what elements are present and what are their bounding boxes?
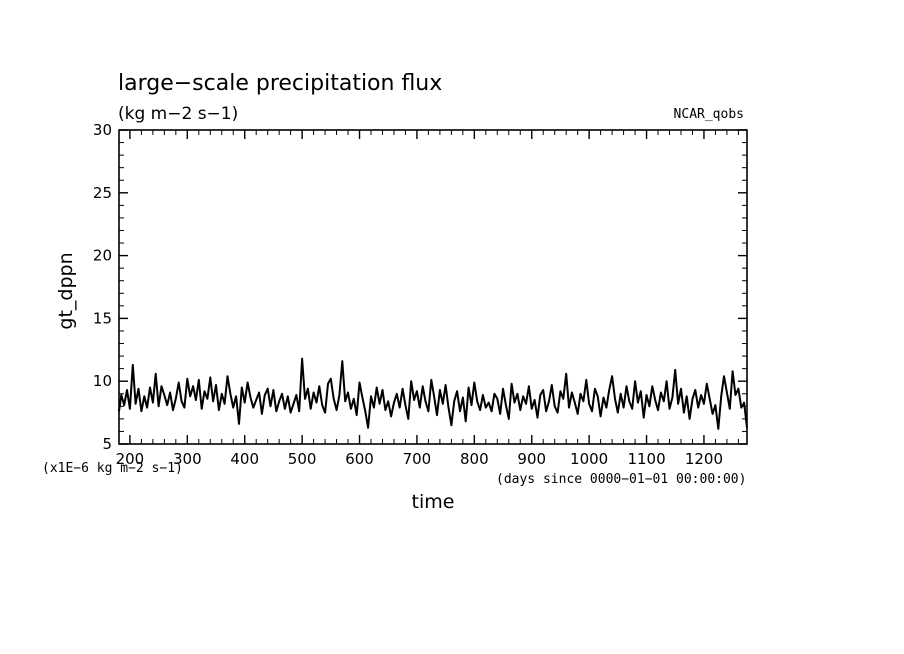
y-tick-label: 5: [102, 435, 112, 453]
y-tick-label: 10: [93, 372, 112, 390]
x-tick-label: 1000: [570, 450, 608, 468]
x-axis-label: time: [412, 491, 455, 513]
x-axis-unit-note: (days since 0000−01−01 00:00:00): [496, 472, 746, 487]
x-axis-ticks: 200 300 400 500 600 700 800 900 1000 1100 1200: [116, 130, 723, 468]
x-tick-label: 1100: [627, 450, 665, 468]
y-tick-label: 25: [93, 184, 112, 202]
chart-title: large−scale precipitation flux: [118, 71, 442, 96]
x-tick-label: 300: [173, 450, 202, 468]
y-scale-note: (x1E−6 kg m−2 s−1): [42, 461, 183, 476]
y-axis-ticks: 5 10 15 20 25 30: [93, 121, 747, 453]
series-line-gt-dppn: [118, 357, 748, 430]
x-tick-label: 200: [116, 450, 145, 468]
y-tick-label: 30: [93, 121, 112, 139]
chart-units: (kg m−2 s−1): [118, 104, 238, 124]
minor-ticks: [119, 130, 747, 444]
x-tick-label: 400: [230, 450, 259, 468]
y-tick-label: 15: [93, 309, 112, 327]
x-tick-label: 500: [288, 450, 317, 468]
y-axis-label: gt_dppn: [55, 252, 77, 329]
x-tick-label: 700: [403, 450, 432, 468]
x-tick-label: 600: [345, 450, 374, 468]
x-tick-label: 900: [517, 450, 546, 468]
y-tick-label: 20: [93, 247, 112, 265]
run-label: NCAR_qobs: [674, 107, 744, 122]
plot-frame: [118, 129, 748, 445]
x-tick-label: 800: [460, 450, 489, 468]
x-tick-label: 1200: [685, 450, 723, 468]
